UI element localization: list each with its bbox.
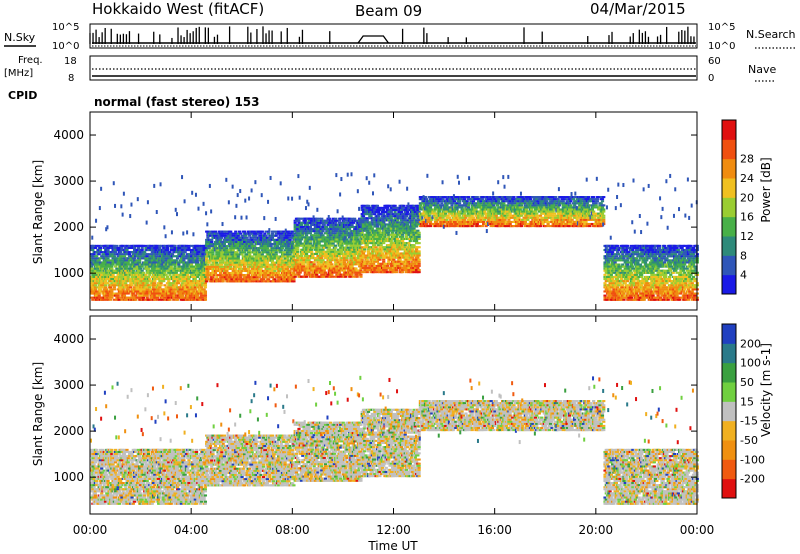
- colorbar-tick-label: -50: [740, 434, 758, 447]
- colorbar-tick-label: 20: [740, 191, 754, 204]
- noise-tick-bottom-left: 10^0: [52, 41, 79, 52]
- velocity-colorbar: -200 -100 -50 -15 15 50 100 200: [721, 323, 765, 499]
- freq-label-line2: [MHz]: [4, 68, 33, 79]
- power-colorbar: 4 8 12 16 20 24 28: [721, 119, 754, 295]
- x-tick-label: 12:00: [376, 523, 411, 537]
- y-tick-label: 2000: [53, 220, 84, 234]
- colorbar-tick-label: 100: [740, 357, 761, 370]
- colorbar-swatch: [722, 236, 736, 256]
- x-axis-label: Time UT: [367, 539, 418, 553]
- cpid-text: normal (fast stereo) 153: [94, 95, 260, 109]
- noise-panel: N.Sky 10^5 10^0 10^5 10^0 N.Search: [4, 22, 796, 52]
- x-axis: 00:00 04:00 08:00 12:00 16:00 20:00 00:00: [73, 112, 715, 537]
- y-tick-label: 1000: [53, 470, 84, 484]
- power-y-axis: 1000 2000 3000 4000: [53, 128, 697, 280]
- colorbar-swatch: [722, 139, 736, 160]
- colorbar-swatch: [722, 478, 736, 499]
- nave-tick-top: 60: [708, 56, 721, 67]
- colorbar-tick-label: 28: [740, 153, 754, 166]
- date-title: 04/Mar/2015: [590, 0, 686, 18]
- colorbar-tick-label: 24: [740, 172, 754, 185]
- colorbar-swatch: [722, 401, 736, 422]
- x-tick-label: 04:00: [174, 523, 209, 537]
- colorbar-swatch: [722, 178, 736, 198]
- colorbar-swatch: [722, 274, 736, 295]
- colorbar-swatch: [722, 158, 736, 179]
- colorbar-swatch: [722, 255, 736, 276]
- noise-tick-bottom-right: 10^0: [708, 41, 735, 52]
- colorbar-tick-label: 200: [740, 337, 761, 350]
- power-ylabel: Slant Range [km]: [31, 160, 45, 264]
- freq-tick-top: 18: [64, 56, 77, 67]
- colorbar-swatch: [722, 440, 736, 460]
- y-tick-label: 3000: [53, 378, 84, 392]
- x-tick-label: 00:00: [680, 523, 715, 537]
- colorbar-swatch: [722, 324, 736, 344]
- radar-title: Hokkaido West (fitACF): [92, 0, 264, 18]
- beam-title: Beam 09: [355, 2, 422, 20]
- colorbar-tick-label: 8: [740, 249, 747, 262]
- velocity-heatmap: [90, 375, 699, 505]
- colorbar-swatch: [722, 197, 736, 218]
- nsky-label: N.Sky: [4, 31, 36, 44]
- noise-sky-trace: [89, 26, 696, 44]
- colorbar-tick-label: -200: [740, 473, 765, 486]
- frequency-panel: Freq. [MHz] 18 8 60 0 Nave CPID normal (…: [4, 55, 776, 109]
- x-tick-label: 20:00: [579, 523, 614, 537]
- cpid-label: CPID: [8, 89, 37, 102]
- power-panel: 1000 2000 3000 4000 Slant Range [km] 4 8 12 16…: [31, 111, 773, 311]
- colorbar-tick-label: -100: [740, 453, 765, 466]
- colorbar-tick-label: 16: [740, 211, 754, 224]
- freq-label-line1: Freq.: [18, 55, 43, 66]
- y-tick-label: 3000: [53, 174, 84, 188]
- noise-tick-top-right: 10^5: [708, 22, 735, 33]
- x-tick-label: 08:00: [275, 523, 310, 537]
- power-colorbar-label: Power [dB]: [759, 157, 773, 222]
- colorbar-tick-label: -15: [740, 415, 758, 428]
- velocity-colorbar-label: Velocity [m s-1]: [759, 343, 773, 437]
- colorbar-swatch: [722, 420, 736, 441]
- velocity-y-axis: 1000 2000 3000 4000: [53, 332, 697, 484]
- noise-tick-top-left: 10^5: [52, 22, 79, 33]
- colorbar-swatch: [722, 216, 736, 237]
- freq-tick-bottom: 8: [68, 73, 74, 84]
- nsearch-label: N.Search: [746, 28, 796, 41]
- colorbar-swatch: [722, 459, 736, 480]
- y-tick-label: 4000: [53, 128, 84, 142]
- nave-tick-bottom: 0: [708, 73, 714, 84]
- colorbar-tick-label: 50: [740, 376, 754, 389]
- colorbar-swatch: [722, 120, 736, 140]
- colorbar-swatch: [722, 343, 736, 364]
- power-heatmap: [90, 172, 699, 301]
- y-tick-label: 1000: [53, 266, 84, 280]
- colorbar-swatch: [722, 382, 736, 402]
- colorbar-swatch: [722, 362, 736, 383]
- x-tick-label: 16:00: [477, 523, 512, 537]
- y-tick-label: 4000: [53, 332, 84, 346]
- velocity-panel: 1000 2000 3000 4000 Slant Range [km] -200 -1…: [31, 315, 773, 515]
- colorbar-tick-label: 15: [740, 395, 754, 408]
- colorbar-tick-label: 12: [740, 230, 754, 243]
- colorbar-tick-label: 4: [740, 269, 747, 282]
- y-tick-label: 2000: [53, 424, 84, 438]
- nave-label: Nave: [748, 63, 776, 76]
- x-tick-label: 00:00: [73, 523, 108, 537]
- velocity-ylabel: Slant Range [km]: [31, 362, 45, 466]
